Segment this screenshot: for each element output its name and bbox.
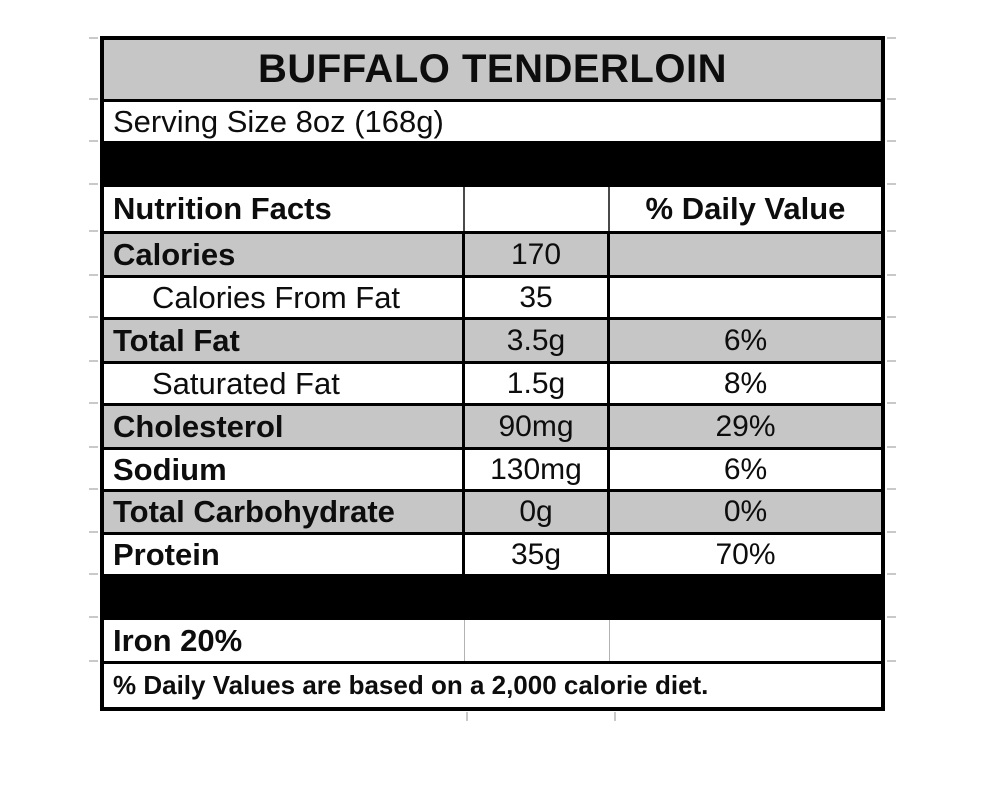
separator-band-bottom [89, 573, 896, 617]
nutrient-daily-value: 8% [723, 366, 768, 400]
serving-size-row: Serving Size 8oz (168g) [89, 98, 896, 141]
iron-value-text: Iron 20% [104, 620, 465, 661]
table-header-row: Nutrition Facts % Daily Value [89, 183, 896, 231]
iron-row: Iron 20% [89, 616, 896, 661]
gridline-stub [614, 712, 616, 721]
table-row-cholesterol: Cholesterol 90mg 29% [89, 402, 896, 447]
table-row-calories-from-fat: Calories From Fat 35 [89, 274, 896, 317]
nutrient-amount: 90mg [465, 406, 610, 447]
nutrient-daily-value: 6% [723, 323, 768, 357]
nutrient-amount: 1.5g [465, 364, 610, 403]
nutrient-amount: 35 [465, 278, 610, 317]
nutrient-daily-value: 29% [715, 409, 776, 443]
table-row-saturated-fat: Saturated Fat 1.5g 8% [89, 360, 896, 403]
gridline-stub [466, 712, 468, 721]
nutrient-label: Calories From Fat [104, 278, 465, 317]
nutrient-label: Protein [104, 535, 465, 574]
nutrient-amount: 170 [465, 234, 610, 275]
nutrient-amount: 130mg [465, 450, 610, 489]
daily-value-column-header: % Daily Value [645, 191, 846, 226]
nutrient-amount: 3.5g [465, 320, 610, 361]
serving-size-text: Serving Size 8oz (168g) [113, 103, 444, 139]
nutrient-amount: 0g [465, 492, 610, 532]
nutrient-label: Saturated Fat [104, 364, 465, 403]
table-row-sodium: Sodium 130mg 6% [89, 446, 896, 489]
nutrient-daily-value [610, 234, 881, 275]
serving-size-amount-cell [759, 102, 881, 141]
table-row-protein: Protein 35g 70% [89, 531, 896, 574]
nutrient-label: Total Fat [104, 320, 465, 361]
nutrient-label: Total Carbohydrate [104, 492, 465, 532]
product-title: BUFFALO TENDERLOIN [258, 47, 727, 91]
daily-value-footnote: % Daily Values are based on a 2,000 calo… [113, 670, 709, 700]
iron-amount-cell [465, 620, 610, 661]
nutrient-label: Sodium [104, 450, 465, 489]
nutrition-facts-heading: Nutrition Facts [104, 187, 465, 231]
separator-band-top [89, 140, 896, 184]
footnote-row: % Daily Values are based on a 2,000 calo… [89, 660, 896, 707]
nutrient-label: Cholesterol [104, 406, 465, 447]
product-title-row: BUFFALO TENDERLOIN [89, 37, 896, 99]
nutrition-facts-table: BUFFALO TENDERLOIN Serving Size 8oz (168… [89, 36, 896, 721]
iron-dv-cell [610, 620, 881, 661]
nutrient-label: Calories [104, 234, 465, 275]
table-row-calories: Calories 170 [89, 230, 896, 275]
nutrient-daily-value [610, 278, 881, 317]
nutrient-daily-value: 70% [715, 537, 776, 571]
table-row-total-carbohydrate: Total Carbohydrate 0g 0% [89, 488, 896, 532]
nutrient-amount: 35g [465, 535, 610, 574]
nutrient-daily-value: 0% [723, 495, 768, 528]
table-row-total-fat: Total Fat 3.5g 6% [89, 316, 896, 361]
nutrient-daily-value: 6% [723, 452, 768, 486]
amount-column-header [465, 187, 610, 231]
